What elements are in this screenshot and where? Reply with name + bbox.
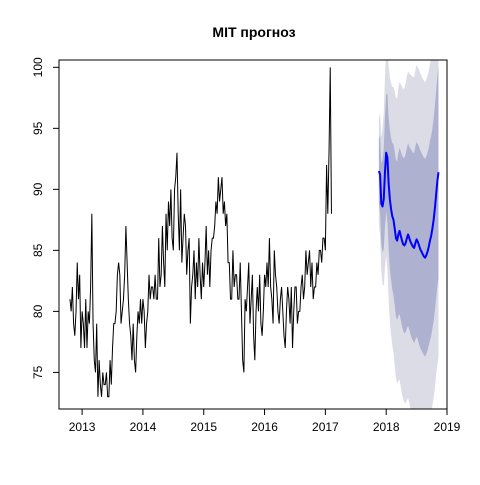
y-tick-label: 90 — [31, 182, 45, 196]
x-tick-label: 2019 — [434, 420, 461, 434]
x-tick-label: 2013 — [69, 420, 96, 434]
x-tick-label: 2015 — [190, 420, 217, 434]
y-tick-label: 75 — [31, 365, 45, 379]
history-series-line — [69, 67, 332, 398]
plot-area — [69, 60, 440, 409]
forecast-mean-line — [377, 151, 440, 259]
forecast-band-80 — [378, 66, 439, 357]
x-tick-label: 2014 — [130, 420, 157, 434]
plot-content — [69, 60, 440, 409]
y-tick-label: 95 — [31, 121, 45, 135]
y-tick-label: 85 — [31, 243, 45, 257]
chart-title: MIT прогноз — [212, 24, 295, 40]
y-tick-label: 80 — [31, 304, 45, 318]
x-tick-label: 2017 — [312, 420, 339, 434]
axes: 2013 2014 2015 2016 2017 2018 2019 75 80 85 90 95 10… — [31, 57, 460, 434]
y-tick-label: 100 — [31, 57, 45, 77]
x-tick-label: 2018 — [373, 420, 400, 434]
x-tick-label: 2016 — [251, 420, 278, 434]
